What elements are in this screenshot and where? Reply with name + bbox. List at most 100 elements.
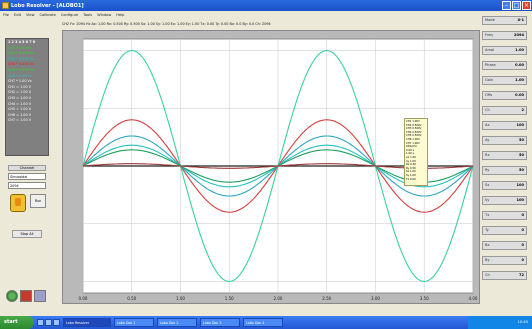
- parameter-box[interactable]: Rx 50: [482, 151, 527, 160]
- stop-all-button[interactable]: Stop All: [12, 230, 42, 238]
- status-line: CH2 Fx: 2094 Hz Ax: 1.00 Rx: 0.500 Ry: 0…: [62, 22, 271, 26]
- readout-line: CH2 = 1.00 V: [8, 90, 32, 95]
- legend-entry: CH2 0.500V: [406, 123, 422, 127]
- parameter-label: Rx: [485, 153, 490, 157]
- parameter-label: Mode: [485, 18, 495, 22]
- readout-line: CH5 * 0.500 Vs: [8, 67, 34, 72]
- window-title: Lobo Resolver - [ALOBO1]: [11, 2, 84, 9]
- taskbar-button[interactable]: Lobo Resolver: [63, 318, 111, 327]
- legend-entry: CH4 0.500V: [406, 130, 422, 134]
- parameter-box[interactable]: Mode X-1: [482, 16, 527, 25]
- legend-entry: 0.00 s: [406, 148, 414, 152]
- minimize-button[interactable]: –: [502, 1, 511, 10]
- taskbar-button[interactable]: Lobo Doc 1: [114, 318, 154, 327]
- x-tick-label: 4.00: [469, 296, 478, 301]
- parameter-box[interactable]: By 0: [482, 256, 527, 265]
- parameter-value: 1.00: [515, 78, 524, 82]
- legend-box: CH1 1.00V CH2 0.500V CH3 0.500V CH4 0.500V C…: [404, 118, 428, 186]
- bottom-icons: [6, 290, 46, 302]
- title-bar: Lobo Resolver - [ALOBO1] – □ ×: [0, 0, 532, 11]
- readout-line: CH4 * 0.500 Vs: [8, 62, 34, 67]
- parameter-label: Ch: [485, 108, 490, 112]
- parameter-value: 0.00: [515, 93, 524, 97]
- readout-line: CH7 * 1.00 Vs: [8, 79, 32, 84]
- readout-line: CH5 = 1.00 V: [8, 107, 32, 112]
- start-button[interactable]: start: [0, 316, 34, 329]
- pen-icon[interactable]: [34, 290, 46, 302]
- parameter-value: 0: [521, 213, 524, 217]
- parameter-value: 50: [518, 168, 524, 172]
- parameter-label: Ch: [485, 273, 490, 277]
- window-controls: – □ ×: [502, 1, 531, 10]
- parameter-box[interactable]: Ty 0: [482, 226, 527, 235]
- parameter-label: Ay: [485, 138, 490, 142]
- parameter-box[interactable]: Bx 0: [482, 241, 527, 250]
- menu-item[interactable]: Tools: [83, 13, 93, 17]
- parameter-label: Ax: [485, 123, 490, 127]
- right-panel: Mode X-1 Freq 2094 Ampl 1.00 Phase 0.00 Gain 1.00…: [482, 16, 530, 306]
- quick-launch-icon[interactable]: [53, 319, 60, 326]
- waveform-plot: 0.00 0.50 1.00 1.50 2.00 2.50 3.00 3.50 4.00: [79, 38, 478, 301]
- parameter-box[interactable]: Ampl 1.00: [482, 46, 527, 55]
- parameter-box[interactable]: Sy 100: [482, 196, 527, 205]
- menu-bar: File Edit View Calibrate Configure Tools Windo…: [0, 11, 532, 19]
- parameter-box[interactable]: Ch 2: [482, 106, 527, 115]
- legend-entry: Ax 1.00: [406, 155, 416, 159]
- parameter-label: Ampl: [485, 48, 495, 52]
- globe-icon[interactable]: [6, 290, 18, 302]
- legend-entry: CH5 0.500V: [406, 134, 422, 138]
- run-button[interactable]: Run: [30, 194, 46, 208]
- readout-line: CH3 = 1.00 V: [8, 95, 32, 100]
- plot-area[interactable]: 0.00 0.50 1.00 1.50 2.00 2.50 3.00 3.50 4.00 CH1…: [62, 30, 480, 304]
- maximize-button[interactable]: □: [512, 1, 521, 10]
- menu-item[interactable]: Window: [97, 13, 112, 17]
- parameter-box[interactable]: Sx 100: [482, 181, 527, 190]
- menu-item[interactable]: View: [25, 13, 35, 17]
- x-tick-label: 1.00: [176, 296, 185, 301]
- x-tick-label: 0.00: [79, 296, 88, 301]
- parameter-value: 72: [518, 273, 524, 277]
- parameter-box[interactable]: Tx 0: [482, 211, 527, 220]
- frequency-field[interactable]: 2094: [8, 182, 46, 189]
- parameter-label: Phase: [485, 63, 496, 67]
- hand-icon[interactable]: [10, 194, 26, 212]
- menu-item[interactable]: Help: [116, 13, 125, 17]
- readout-line: CH7 = 1.00 V: [8, 118, 32, 123]
- parameter-value: 50: [518, 138, 524, 142]
- menu-item[interactable]: Edit: [14, 13, 21, 17]
- parameter-label: Sy: [485, 198, 490, 202]
- legend-entry: CH3 0.500V: [406, 127, 422, 131]
- taskbar-button[interactable]: Lobo Doc 2: [157, 318, 197, 327]
- parameter-box[interactable]: Offs 0.00: [482, 91, 527, 100]
- legend-entry: Tx 0.00: [406, 177, 416, 181]
- menu-item[interactable]: Calibrate: [39, 13, 56, 17]
- readout-line: CH1 = 1.00 V: [8, 84, 32, 89]
- menu-item[interactable]: Configure: [60, 13, 79, 17]
- parameter-box[interactable]: Ry 50: [482, 166, 527, 175]
- parameter-box[interactable]: Freq 2094: [482, 31, 527, 40]
- waveform-field[interactable]: Sinusoidal: [8, 173, 46, 180]
- parameter-value: X-1: [517, 18, 524, 22]
- parameter-value: 100: [516, 183, 524, 187]
- parameter-box[interactable]: Ay 50: [482, 136, 527, 145]
- x-tick-label: 3.00: [371, 296, 380, 301]
- parameter-label: Ry: [485, 168, 490, 172]
- quick-launch-icon[interactable]: [37, 319, 44, 326]
- close-button[interactable]: ×: [522, 1, 531, 10]
- taskbar-button[interactable]: Lobo Doc 3: [200, 318, 240, 327]
- parameter-box[interactable]: Gain 1.00: [482, 76, 527, 85]
- system-tray: 10:45: [468, 316, 532, 329]
- x-tick-label: 3.50: [420, 296, 429, 301]
- menu-item[interactable]: File: [3, 13, 10, 17]
- x-tick-label: 1.50: [225, 296, 234, 301]
- parameter-box[interactable]: Ax 100: [482, 121, 527, 130]
- parameter-box[interactable]: Ch 72: [482, 271, 527, 280]
- parameter-value: 2094: [513, 33, 524, 37]
- book-icon[interactable]: [20, 290, 32, 302]
- quick-launch-icon[interactable]: [45, 319, 52, 326]
- parameter-label: Ty: [485, 228, 489, 232]
- parameter-box[interactable]: Phase 0.00: [482, 61, 527, 70]
- taskbar-button[interactable]: Lobo Doc 4: [243, 318, 283, 327]
- parameter-label: Offs: [485, 93, 493, 97]
- parameter-value: 0: [521, 243, 524, 247]
